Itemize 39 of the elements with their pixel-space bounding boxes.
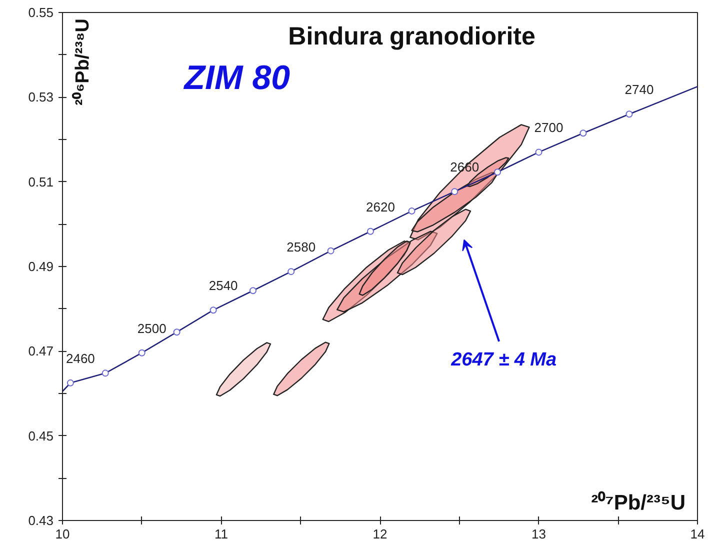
y-tick-label: 0.55 [28,5,54,20]
annotation: 2540 [208,278,238,294]
annotation: ZIM 80 [183,59,290,98]
y-tick-label: 0.47 [28,344,54,359]
annotation: 2700 [534,120,564,136]
annotation: 2580 [286,240,316,255]
y-tick-label: 0.49 [28,259,54,274]
point [173,328,180,336]
x-tick-label: 12 [372,526,388,542]
annotation: 2740 [624,82,654,98]
point [366,228,374,235]
point [66,379,74,386]
point [288,268,295,276]
x-axis-title: ²⁰⁷Pb/²³⁵U [591,490,686,514]
point [580,130,587,137]
point [138,349,146,356]
point [408,208,416,215]
chart-title: Bindura granodiorite [288,22,536,50]
point [494,168,501,176]
x-tick-label: 10 [55,526,70,542]
annotation: 2647 ± 4 Ma [450,349,558,370]
annotation: 2620 [366,199,395,214]
x-tick-label: 11 [214,526,228,542]
point [102,370,109,377]
y-tick-label: 0.53 [28,90,54,105]
y-axis-title: ²⁰⁶Pb/²³⁸U [72,18,94,106]
point [210,306,217,314]
annotation: 2500 [137,320,166,336]
x-tick-label: 13 [532,526,546,542]
y-tick-label: 0.51 [28,174,54,190]
x-tick-label: 14 [690,526,705,542]
point [535,148,542,156]
point [626,110,633,118]
point [250,287,256,294]
point [327,247,334,254]
annotation: 2460 [66,350,95,366]
y-tick-label: 0.45 [28,428,54,444]
y-tick-label: 0.43 [28,513,54,528]
point [451,188,458,196]
